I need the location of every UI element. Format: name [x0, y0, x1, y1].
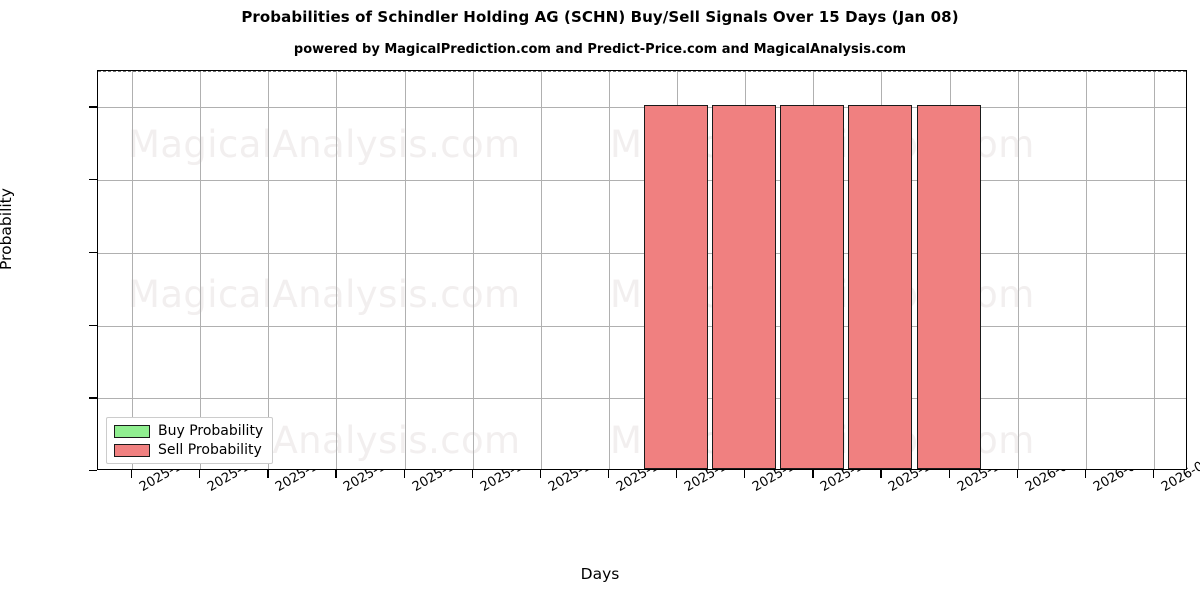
- legend-swatch-sell-icon: [114, 443, 150, 457]
- bar-sell: [916, 105, 981, 469]
- x-tick-mark: [335, 470, 337, 478]
- gridline-vertical: [268, 71, 270, 469]
- x-tick-mark: [1016, 470, 1018, 478]
- x-tick-mark: [812, 470, 814, 478]
- x-tick-mark: [1152, 470, 1155, 478]
- x-tick-mark: [948, 470, 950, 478]
- plot-inner: MagicalAnalysis.comMagicalPrediction.com…: [98, 71, 1186, 469]
- bar-sell: [780, 105, 845, 469]
- gridline-horizontal: [98, 252, 1186, 254]
- x-tick-mark: [403, 470, 405, 478]
- watermark-text: MagicalAnalysis.com: [128, 123, 521, 166]
- reference-line: [98, 71, 1186, 72]
- x-tick-mark: [676, 470, 678, 478]
- gridline-horizontal: [98, 398, 1186, 400]
- gridline-vertical: [1153, 71, 1155, 469]
- y-tick-mark: [89, 179, 97, 181]
- gridline-vertical: [200, 71, 202, 469]
- chart-legend: Buy Probability Sell Probability: [106, 417, 274, 464]
- gridline-vertical: [336, 71, 338, 469]
- chart-subtitle: powered by MagicalPrediction.com and Pre…: [293, 42, 907, 57]
- plot-area: MagicalAnalysis.comMagicalPrediction.com…: [97, 70, 1187, 470]
- gridline-horizontal: [98, 325, 1186, 327]
- y-tick-mark: [89, 470, 97, 472]
- legend-swatch-buy-icon: [114, 424, 150, 438]
- legend-item-buy[interactable]: Buy Probability: [114, 423, 263, 439]
- gridline-horizontal: [98, 107, 1186, 109]
- bar-sell: [848, 105, 913, 469]
- gridline-vertical: [472, 71, 474, 469]
- gridline-vertical: [132, 71, 134, 469]
- watermark-text: MagicalAnalysis.com: [128, 273, 521, 316]
- y-tick-mark: [89, 251, 97, 254]
- gridline-vertical: [404, 71, 406, 469]
- y-tick-mark: [89, 106, 97, 108]
- bar-sell: [644, 105, 709, 469]
- gridline-horizontal: [98, 180, 1186, 182]
- x-axis-label: Days: [580, 565, 620, 583]
- y-tick-mark: [89, 397, 97, 399]
- page-title: Probabilities of Schindler Holding AG (S…: [241, 8, 959, 26]
- x-tick-mark: [131, 470, 133, 478]
- gridline-vertical: [608, 71, 610, 469]
- gridline-vertical: [1017, 71, 1019, 469]
- bar-sell: [712, 105, 777, 469]
- y-tick-mark: [89, 324, 97, 326]
- legend-item-sell[interactable]: Sell Probability: [114, 442, 263, 458]
- legend-label-buy: Buy Probability: [158, 423, 264, 439]
- x-tick-mark: [539, 470, 542, 478]
- y-axis-label: Probability: [0, 188, 15, 270]
- legend-label-sell: Sell Probability: [158, 442, 262, 458]
- x-tick-mark: [607, 470, 610, 478]
- x-tick-mark: [199, 470, 201, 478]
- x-tick-mark: [267, 470, 269, 478]
- x-tick-mark: [1084, 470, 1087, 478]
- x-tick-mark: [744, 470, 746, 478]
- gridline-vertical: [540, 71, 542, 469]
- gridline-vertical: [1085, 71, 1087, 469]
- x-tick-mark: [471, 470, 473, 478]
- x-tick-mark: [880, 470, 882, 478]
